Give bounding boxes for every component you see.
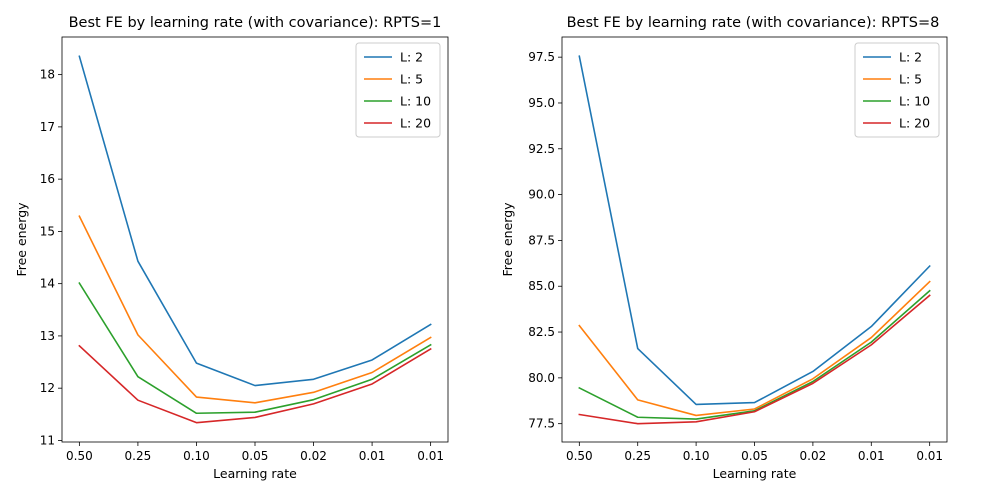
legend-label: L: 2: [899, 50, 922, 65]
legend-label: L: 5: [899, 72, 922, 87]
y-axis-label: Free energy: [500, 202, 515, 277]
y-axis-label: Free energy: [14, 202, 29, 277]
x-axis-label: Learning rate: [713, 466, 797, 481]
y-tick-label: 85.0: [528, 279, 555, 293]
y-tick-label: 97.5: [528, 50, 555, 64]
y-tick-label: 87.5: [528, 233, 555, 247]
series-line-l-10: [78, 282, 432, 415]
y-tick-label: 14: [40, 277, 55, 291]
x-tick-label: 0.25: [125, 449, 152, 463]
chart-title: Best FE by learning rate (with covarianc…: [567, 15, 940, 31]
legend-box: [854, 42, 940, 138]
y-tick-label: 15: [40, 224, 55, 238]
y-tick-label: 13: [40, 329, 55, 343]
x-tick-label: 0.10: [683, 449, 710, 463]
x-tick-label: 0.05: [741, 449, 768, 463]
x-tick-label: 0.01: [417, 449, 444, 463]
legend-label: L: 5: [400, 72, 423, 87]
x-tick-label: 0.50: [566, 449, 593, 463]
legend-box: [355, 42, 441, 138]
series-line-l-2: [78, 55, 432, 387]
y-tick-label: 16: [40, 172, 55, 186]
x-tick-label: 0.10: [183, 449, 210, 463]
legend-label: L: 10: [400, 94, 431, 109]
x-tick-label: 0.25: [624, 449, 651, 463]
plot-frame: [561, 36, 948, 443]
legend-label: L: 20: [899, 116, 930, 131]
y-tick-label: 18: [40, 68, 55, 82]
series-line-l-10: [578, 289, 931, 420]
series-line-l-20: [78, 344, 432, 424]
y-tick-label: 77.5: [528, 417, 555, 431]
y-tick-label: 82.5: [528, 325, 555, 339]
legend: L: 2 L: 5 L: 10 L: 20: [355, 42, 441, 138]
x-tick-label: 0.01: [359, 449, 386, 463]
y-tick-label: 90.0: [528, 188, 555, 202]
y-tick-label: 95.0: [528, 96, 555, 110]
y-tick-label: 12: [40, 381, 55, 395]
y-tick-label: 92.5: [528, 142, 555, 156]
x-axis-label: Learning rate: [213, 466, 297, 481]
y-tick-label: 17: [40, 120, 55, 134]
y-tick-label: 80.0: [528, 371, 555, 385]
series-line-l-2: [578, 55, 931, 406]
y-tick-label: 11: [40, 433, 55, 447]
series-line-l-5: [78, 215, 432, 404]
series-line-l-5: [578, 280, 931, 417]
x-tick-label: 0.01: [916, 449, 943, 463]
x-tick-label: 0.02: [300, 449, 327, 463]
x-tick-label: 0.50: [66, 449, 93, 463]
series-line-l-20: [578, 294, 931, 425]
x-tick-label: 0.02: [800, 449, 827, 463]
x-tick-label: 0.05: [242, 449, 269, 463]
legend-label: L: 10: [899, 94, 930, 109]
legend-label: L: 2: [400, 50, 423, 65]
legend: L: 2 L: 5 L: 10 L: 20: [854, 42, 940, 138]
x-tick-label: 0.01: [858, 449, 885, 463]
plot-frame: [61, 36, 449, 443]
chart-rpts-8: Best FE by learning rate (with covarianc…: [500, 15, 948, 481]
legend-label: L: 20: [400, 116, 431, 131]
chart-rpts-1: Best FE by learning rate (with covarianc…: [14, 15, 449, 481]
chart-title: Best FE by learning rate (with covarianc…: [69, 15, 442, 31]
